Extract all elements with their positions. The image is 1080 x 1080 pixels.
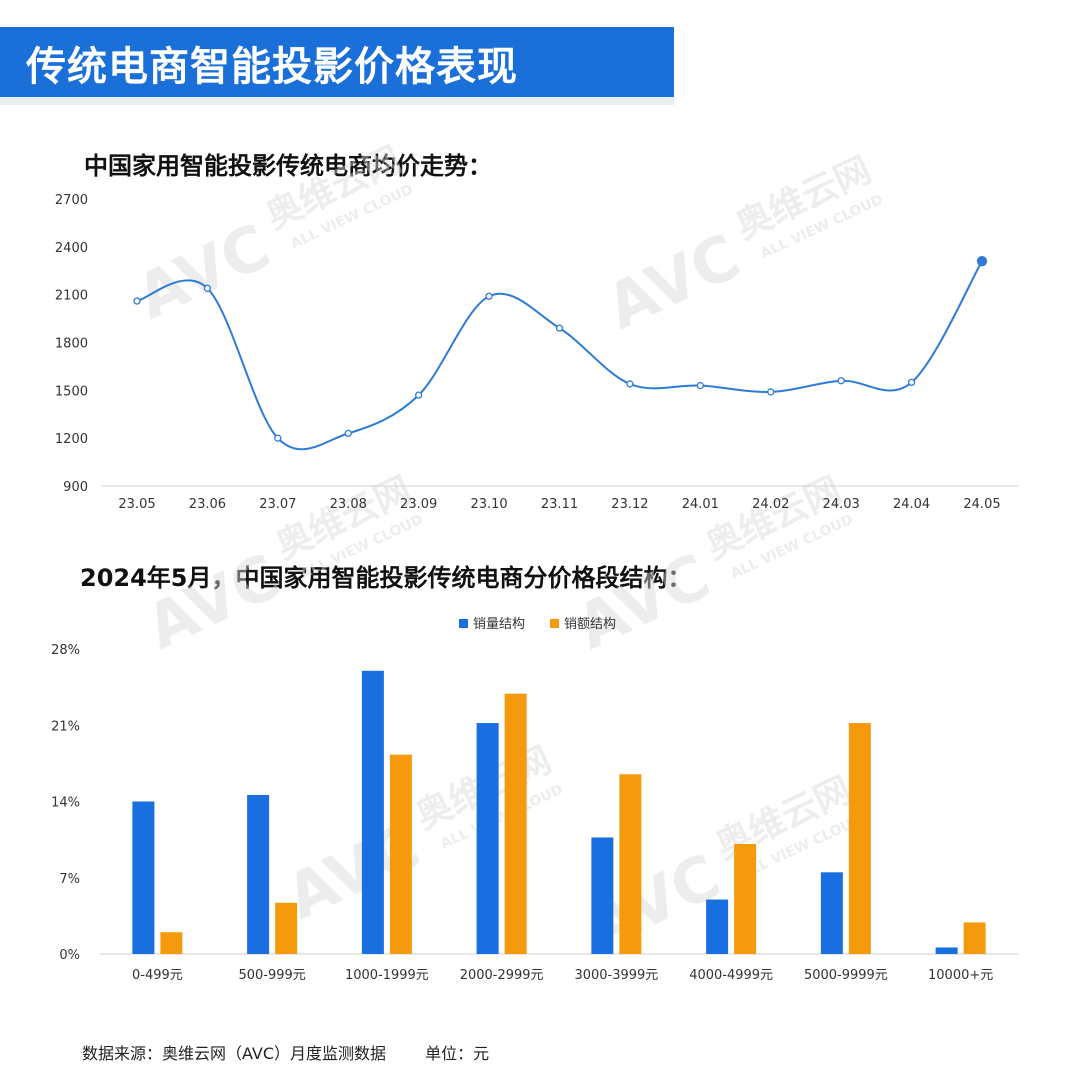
bar-sales-volume — [247, 794, 270, 954]
x-tick-label: 5000-9999元 — [804, 968, 888, 983]
bar-sales-volume — [820, 872, 843, 954]
x-tick-label: 23.11 — [541, 497, 578, 512]
bar-sales-volume — [706, 899, 729, 954]
y-tick-label: 1800 — [55, 337, 88, 352]
data-point — [767, 388, 775, 396]
x-tick-label: 24.05 — [963, 497, 1000, 512]
bar-chart-title: 2024年5月，中国家用智能投影传统电商分价格段结构： — [80, 564, 692, 592]
data-point — [133, 297, 141, 305]
data-point — [274, 434, 282, 442]
legend-swatch — [459, 619, 468, 628]
x-tick-label: 24.04 — [893, 497, 930, 512]
x-tick-label: 23.10 — [470, 497, 507, 512]
bar-sales-value — [504, 693, 527, 954]
x-tick-label: 500-999元 — [238, 968, 305, 983]
x-tick-label: 24.02 — [752, 497, 789, 512]
data-point — [696, 381, 704, 390]
bar-sales-volume — [361, 670, 384, 954]
y-tick-label: 2100 — [55, 289, 88, 304]
y-tick-label: 1200 — [55, 432, 88, 447]
bar-sales-value — [848, 723, 871, 954]
bar-sales-value — [734, 843, 757, 954]
bar-sales-value — [963, 922, 986, 954]
title-banner-shadow — [0, 97, 674, 105]
x-tick-label: 0-499元 — [132, 968, 183, 983]
x-tick-label: 23.05 — [118, 497, 155, 512]
footer: 数据来源：奥维云网（AVC）月度监测数据 单位：元 — [82, 1040, 489, 1064]
data-point — [415, 391, 423, 399]
bar-sales-value — [619, 774, 642, 954]
y-tick-label: 1500 — [55, 384, 88, 399]
x-tick-label: 10000+元 — [928, 968, 993, 983]
y-tick-label: 7% — [59, 872, 80, 887]
x-tick-label: 23.12 — [611, 497, 648, 512]
data-point — [555, 324, 564, 332]
x-tick-label: 1000-1999元 — [345, 968, 429, 983]
x-tick-label: 2000-2999元 — [460, 968, 544, 983]
x-tick-label: 4000-4999元 — [689, 968, 773, 983]
legend-swatch — [550, 619, 559, 628]
x-tick-label: 24.01 — [682, 497, 719, 512]
line-chart-title: 中国家用智能投影传统电商均价走势： — [84, 152, 492, 180]
data-point — [344, 429, 352, 438]
y-tick-label: 0% — [59, 948, 80, 963]
unit-note: 单位：元 — [425, 1044, 490, 1063]
x-tick-label: 24.03 — [823, 497, 860, 512]
data-point — [976, 256, 988, 267]
data-point — [203, 284, 212, 292]
bar-sales-volume — [591, 837, 614, 954]
x-tick-label: 3000-3999元 — [574, 968, 658, 983]
page-title: 传统电商智能投影价格表现 — [26, 44, 518, 90]
bar-sales-value — [160, 932, 183, 954]
y-tick-label: 900 — [63, 480, 88, 495]
title-banner — [0, 27, 674, 97]
data-point — [837, 377, 845, 385]
y-tick-label: 2700 — [55, 193, 88, 208]
source-note: 数据来源：奥维云网（AVC）月度监测数据 — [82, 1044, 387, 1063]
x-tick-label: 23.08 — [330, 497, 367, 512]
y-tick-label: 28% — [51, 643, 80, 658]
bar-sales-volume — [132, 801, 155, 954]
bar-sales-value — [389, 754, 412, 954]
legend-label: 销量结构 — [473, 617, 525, 632]
y-tick-label: 2400 — [55, 241, 88, 256]
bar-sales-value — [275, 902, 298, 954]
data-point — [485, 292, 493, 300]
legend-label: 销额结构 — [564, 617, 616, 632]
y-tick-label: 21% — [51, 719, 80, 734]
bar-sales-volume — [476, 723, 499, 954]
x-tick-label: 23.06 — [189, 497, 226, 512]
x-tick-label: 23.07 — [259, 497, 296, 512]
bar-sales-volume — [935, 947, 958, 954]
y-tick-label: 14% — [51, 796, 80, 811]
data-point — [907, 378, 916, 387]
data-point — [626, 380, 634, 388]
x-tick-label: 23.09 — [400, 497, 437, 512]
